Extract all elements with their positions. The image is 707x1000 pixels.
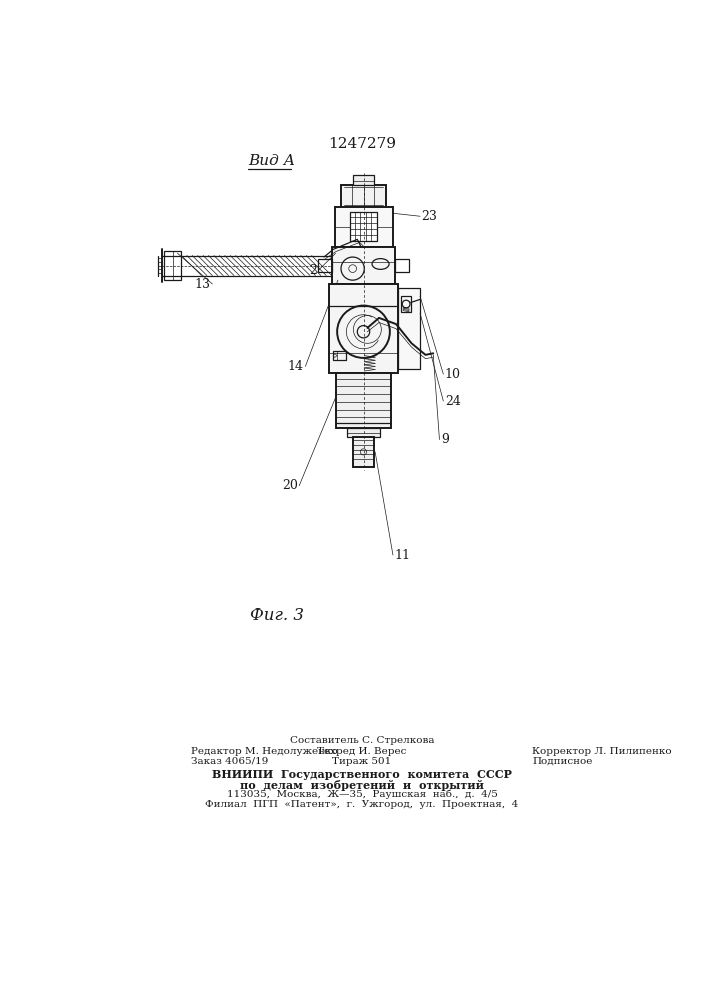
Bar <box>341 185 386 207</box>
Bar <box>395 259 409 272</box>
Text: 113035,  Москва,  Ж—35,  Раушская  наб.,  д.  4/5: 113035, Москва, Ж—35, Раушская наб., д. … <box>226 790 498 799</box>
Text: Тираж 501: Тираж 501 <box>332 757 392 766</box>
Bar <box>353 175 374 185</box>
Text: Подписное: Подписное <box>532 757 593 766</box>
Text: Филиал  ПГП  «Патент»,  г.  Ужгород,  ул.  Проектная,  4: Филиал ПГП «Патент», г. Ужгород, ул. Про… <box>205 800 518 809</box>
Text: 14: 14 <box>288 360 304 373</box>
Text: Редактор М. Недолуженко: Редактор М. Недолуженко <box>192 747 338 756</box>
Text: Заказ 4065/19: Заказ 4065/19 <box>192 757 269 766</box>
Bar <box>402 296 411 312</box>
Text: Фиг. 3: Фиг. 3 <box>250 607 303 624</box>
Text: 23: 23 <box>421 210 438 223</box>
Text: 10: 10 <box>445 368 461 381</box>
Bar <box>335 207 393 247</box>
Text: 9: 9 <box>441 433 449 446</box>
Bar <box>337 373 391 428</box>
Text: Составитель С. Стрелкова: Составитель С. Стрелкова <box>290 736 434 745</box>
Text: 24: 24 <box>445 395 461 408</box>
Bar <box>347 428 380 437</box>
Bar <box>329 284 398 373</box>
Text: 11: 11 <box>395 549 411 562</box>
Text: Корректор Л. Пилипенко: Корректор Л. Пилипенко <box>532 747 672 756</box>
Text: 2: 2 <box>309 264 317 277</box>
Text: Вид А: Вид А <box>248 154 295 168</box>
Text: 20: 20 <box>282 479 298 492</box>
Bar <box>317 259 332 272</box>
Bar <box>332 351 346 360</box>
Text: ВНИИПИ  Государственного  комитета  СССР: ВНИИПИ Государственного комитета СССР <box>212 769 512 780</box>
Bar <box>164 251 182 280</box>
Bar <box>354 437 373 466</box>
Text: 1247279: 1247279 <box>328 137 396 151</box>
Text: Техред И. Верес: Техред И. Верес <box>317 747 407 756</box>
Text: по  делам  изобретений  и  открытий: по делам изобретений и открытий <box>240 780 484 791</box>
Bar <box>398 288 420 369</box>
Bar <box>351 212 377 241</box>
Bar <box>332 247 395 284</box>
Text: 13: 13 <box>195 278 211 291</box>
